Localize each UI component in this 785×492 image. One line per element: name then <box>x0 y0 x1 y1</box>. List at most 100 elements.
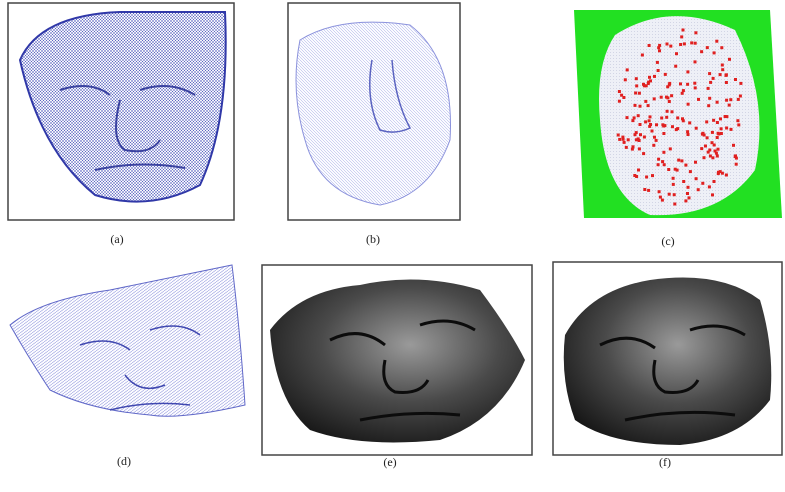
feature-point <box>708 97 711 100</box>
feature-point <box>648 76 651 79</box>
feature-point <box>682 119 685 122</box>
feature-point <box>720 46 723 49</box>
feature-point <box>635 138 638 141</box>
feature-point <box>713 144 716 147</box>
feature-point <box>639 123 642 126</box>
feature-point <box>639 133 642 136</box>
feature-point <box>680 35 683 38</box>
feature-point <box>637 114 640 117</box>
feature-point <box>658 49 661 52</box>
feature-point <box>647 82 650 85</box>
feature-point <box>643 188 646 191</box>
feature-point <box>625 146 628 149</box>
feature-point <box>695 127 698 130</box>
face-mesh <box>10 265 245 416</box>
feature-point <box>674 65 677 68</box>
feature-point <box>725 73 728 76</box>
feature-point <box>711 193 714 196</box>
feature-point <box>631 119 634 122</box>
feature-point <box>634 92 637 95</box>
feature-point <box>694 60 697 63</box>
feature-point <box>670 94 673 97</box>
feature-point <box>662 132 665 135</box>
feature-point <box>690 41 693 44</box>
feature-point <box>686 70 689 73</box>
feature-point <box>665 116 668 119</box>
feature-point <box>667 168 670 171</box>
feature-point <box>673 193 676 196</box>
feature-point <box>732 144 735 147</box>
feature-point <box>682 180 685 183</box>
feature-point <box>716 121 719 124</box>
feature-point <box>704 145 707 148</box>
feature-point <box>624 78 627 81</box>
feature-point <box>684 199 687 202</box>
panel-label: (f) <box>659 455 671 469</box>
feature-point <box>664 73 667 76</box>
feature-point <box>642 83 645 86</box>
feature-point <box>717 171 720 174</box>
feature-point <box>706 46 709 49</box>
feature-point <box>652 144 655 147</box>
feature-point <box>725 81 728 84</box>
feature-point <box>734 154 737 157</box>
feature-point <box>647 104 650 107</box>
feature-point <box>648 125 651 128</box>
feature-point <box>689 170 692 173</box>
feature-point <box>709 155 712 158</box>
feature-point <box>729 98 732 101</box>
feature-point <box>711 131 714 134</box>
feature-point <box>651 174 654 177</box>
feature-point <box>663 163 666 166</box>
panel-label: (b) <box>366 232 380 246</box>
feature-point <box>631 148 634 151</box>
feature-point <box>642 152 645 155</box>
feature-point <box>682 89 685 92</box>
feature-point <box>662 125 665 128</box>
feature-point <box>730 128 733 131</box>
feature-point <box>656 61 659 64</box>
feature-point <box>618 100 621 103</box>
feature-point <box>661 160 664 163</box>
feature-point <box>682 29 685 32</box>
feature-point <box>725 174 728 177</box>
feature-point <box>688 121 691 124</box>
feature-point <box>621 136 624 139</box>
feature-point <box>647 189 650 192</box>
feature-point <box>657 158 660 161</box>
feature-point <box>657 163 660 166</box>
feature-point <box>660 117 663 120</box>
feature-point <box>693 82 696 85</box>
feature-point <box>635 84 638 87</box>
feature-point <box>669 45 672 48</box>
feature-point <box>671 125 674 128</box>
feature-point <box>655 139 658 142</box>
feature-point <box>686 130 689 133</box>
feature-point <box>728 104 731 107</box>
feature-point <box>724 115 727 118</box>
feature-point <box>677 159 680 162</box>
feature-point <box>668 82 671 85</box>
feature-point <box>697 98 700 101</box>
feature-point <box>702 132 705 135</box>
feature-point <box>666 110 669 113</box>
feature-point <box>641 54 644 57</box>
feature-point <box>706 136 709 139</box>
feature-point <box>643 136 646 139</box>
feature-point <box>665 96 668 99</box>
feature-point <box>737 123 740 126</box>
feature-point <box>673 203 676 206</box>
feature-point <box>709 81 712 84</box>
feature-point <box>707 87 710 90</box>
panel-label: (e) <box>383 455 396 469</box>
feature-point <box>637 169 640 172</box>
feature-point <box>675 52 678 55</box>
feature-point <box>648 44 651 47</box>
feature-point <box>672 183 675 186</box>
feature-point <box>716 136 719 139</box>
feature-point <box>686 83 689 86</box>
feature-point <box>655 123 658 126</box>
feature-point <box>720 127 723 130</box>
feature-point <box>683 42 686 45</box>
feature-point <box>687 186 690 189</box>
